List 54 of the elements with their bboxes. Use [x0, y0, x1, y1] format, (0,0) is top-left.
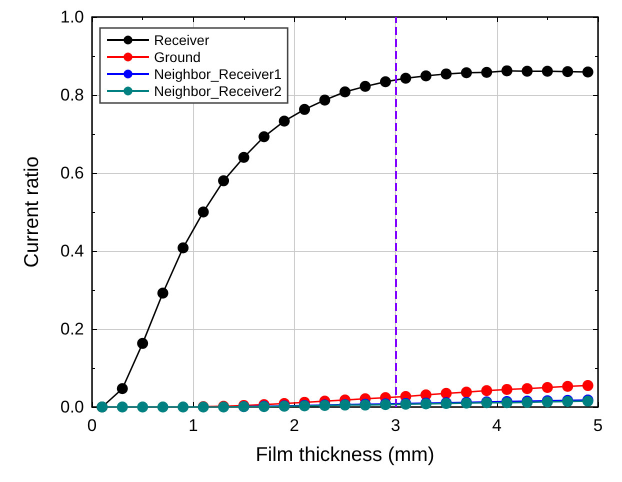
point [360, 80, 371, 92]
point [582, 380, 594, 392]
point [137, 402, 148, 412]
point [157, 288, 168, 299]
x-tick-label: 5 [593, 416, 603, 435]
y-tick-label: 0.0 [60, 398, 84, 416]
point [501, 65, 512, 76]
point [340, 86, 350, 98]
point [460, 386, 472, 398]
point [481, 385, 492, 396]
point [238, 152, 250, 163]
y-tick-label: 0.4 [60, 242, 84, 260]
legend-label: Neighbor_Receiver2 [154, 83, 282, 99]
x-tick-label: 1 [188, 416, 198, 435]
point [258, 131, 270, 142]
point [522, 383, 533, 394]
legend-label: Neighbor_Receiver1 [154, 66, 282, 82]
point [582, 66, 594, 78]
y-tick-label: 0.6 [60, 164, 84, 182]
point [319, 94, 330, 106]
point [522, 66, 533, 77]
point [562, 380, 574, 392]
point [400, 72, 412, 84]
point [198, 206, 209, 218]
point [137, 338, 148, 349]
point [562, 66, 574, 78]
y-axis-title: Current ratio [21, 156, 43, 268]
point [178, 402, 189, 412]
point [178, 242, 189, 254]
x-tick-label: 0 [87, 416, 97, 435]
point [542, 66, 553, 77]
x-tick-label: 2 [290, 416, 300, 435]
x-tick-label: 4 [492, 416, 502, 435]
y-tick-label: 0.2 [60, 320, 84, 338]
point [460, 67, 472, 78]
point [420, 70, 432, 82]
legend-label: Receiver [154, 32, 210, 48]
y-tick-label: 1.0 [60, 8, 84, 26]
point [440, 68, 452, 80]
point [116, 383, 128, 394]
point [380, 76, 391, 88]
y-tick-label: 0.8 [60, 86, 84, 104]
point [278, 116, 290, 127]
point [218, 175, 230, 186]
point [440, 388, 452, 399]
point [299, 104, 310, 115]
legend-label: Ground [154, 49, 201, 65]
point [481, 66, 492, 78]
point [157, 402, 168, 412]
point [542, 382, 553, 393]
point [501, 384, 512, 395]
x-tick-label: 3 [390, 416, 400, 435]
point [116, 402, 128, 412]
x-axis-title: Film thickness (mm) [256, 444, 434, 466]
